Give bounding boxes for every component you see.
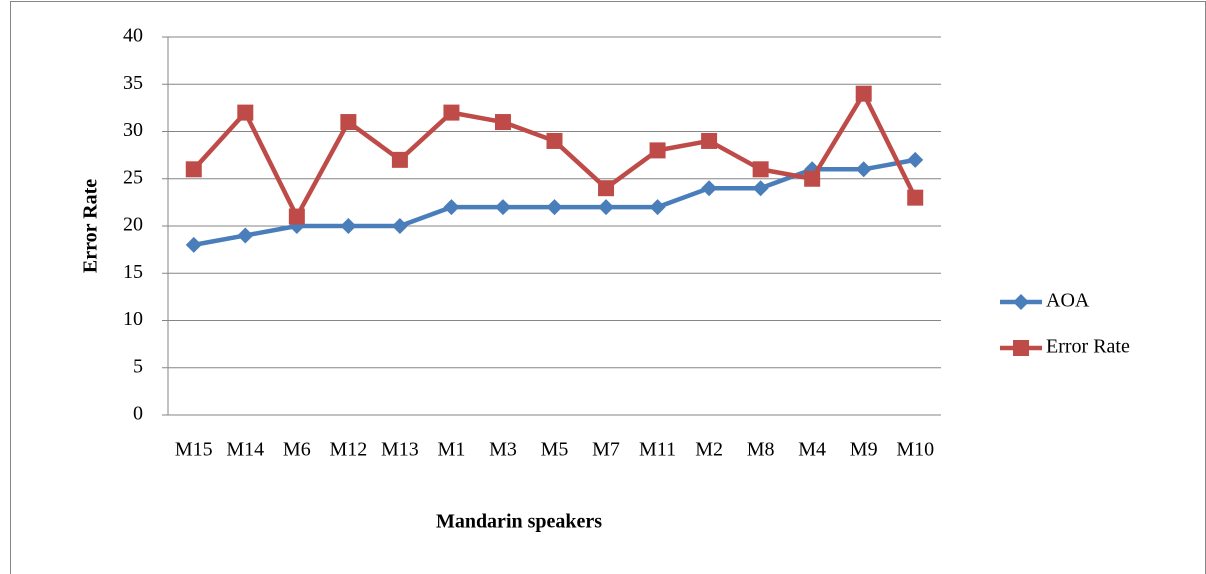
x-tick-label: M9 <box>850 439 878 461</box>
data-point <box>443 199 460 216</box>
data-point <box>237 104 254 121</box>
data-point <box>598 199 615 216</box>
data-point <box>443 104 460 121</box>
chart-frame <box>10 1 1206 574</box>
x-tick-label: M6 <box>283 439 311 461</box>
data-point <box>752 161 769 178</box>
data-point <box>185 236 202 253</box>
y-tick-label: 30 <box>123 119 143 141</box>
data-point <box>237 227 254 244</box>
data-point <box>288 208 305 225</box>
data-point <box>494 114 511 131</box>
y-tick-label: 35 <box>123 72 143 94</box>
x-tick-label: M12 <box>329 439 367 461</box>
x-tick-label: M7 <box>592 439 620 461</box>
y-tick-label: 0 <box>133 403 143 425</box>
x-tick-label: M13 <box>381 439 419 461</box>
x-tick-label: M11 <box>639 439 676 461</box>
x-tick-label: M1 <box>438 439 466 461</box>
data-point <box>494 199 511 216</box>
x-tick-label: M10 <box>896 439 934 461</box>
data-point <box>546 132 563 149</box>
data-point <box>391 218 408 234</box>
y-tick-label: 15 <box>123 261 143 283</box>
data-point <box>804 170 821 187</box>
data-point <box>340 114 357 131</box>
legend-label: Error Rate <box>1046 336 1130 358</box>
x-tick-label: M4 <box>798 439 826 461</box>
data-point <box>752 180 769 197</box>
data-point <box>701 132 718 149</box>
x-tick-label: M3 <box>489 439 517 461</box>
data-point <box>907 189 924 206</box>
data-point <box>546 199 563 216</box>
x-tick-label: M5 <box>541 439 569 461</box>
y-axis-title: Error Rate <box>80 179 102 273</box>
data-point <box>340 218 357 234</box>
y-tick-label: 10 <box>123 308 143 330</box>
data-point <box>649 199 666 216</box>
data-point <box>701 180 718 197</box>
data-point <box>391 151 408 168</box>
legend-marker <box>1013 340 1029 356</box>
legend-label: AOA <box>1046 290 1090 312</box>
data-point <box>185 161 202 178</box>
y-tick-label: 5 <box>133 355 143 377</box>
x-tick-label: M8 <box>747 439 775 461</box>
x-tick-label: M15 <box>175 439 213 461</box>
data-point <box>855 85 872 102</box>
legend-marker <box>1013 294 1029 310</box>
data-point <box>907 151 924 168</box>
x-tick-label: M2 <box>695 439 723 461</box>
data-point <box>855 161 872 178</box>
data-point <box>598 180 615 197</box>
y-tick-label: 25 <box>123 166 143 188</box>
x-tick-label: M14 <box>226 439 264 461</box>
x-axis-title: Mandarin speakers <box>436 511 602 533</box>
y-tick-label: 20 <box>123 214 143 236</box>
data-point <box>649 142 666 159</box>
y-tick-label: 40 <box>123 25 143 47</box>
